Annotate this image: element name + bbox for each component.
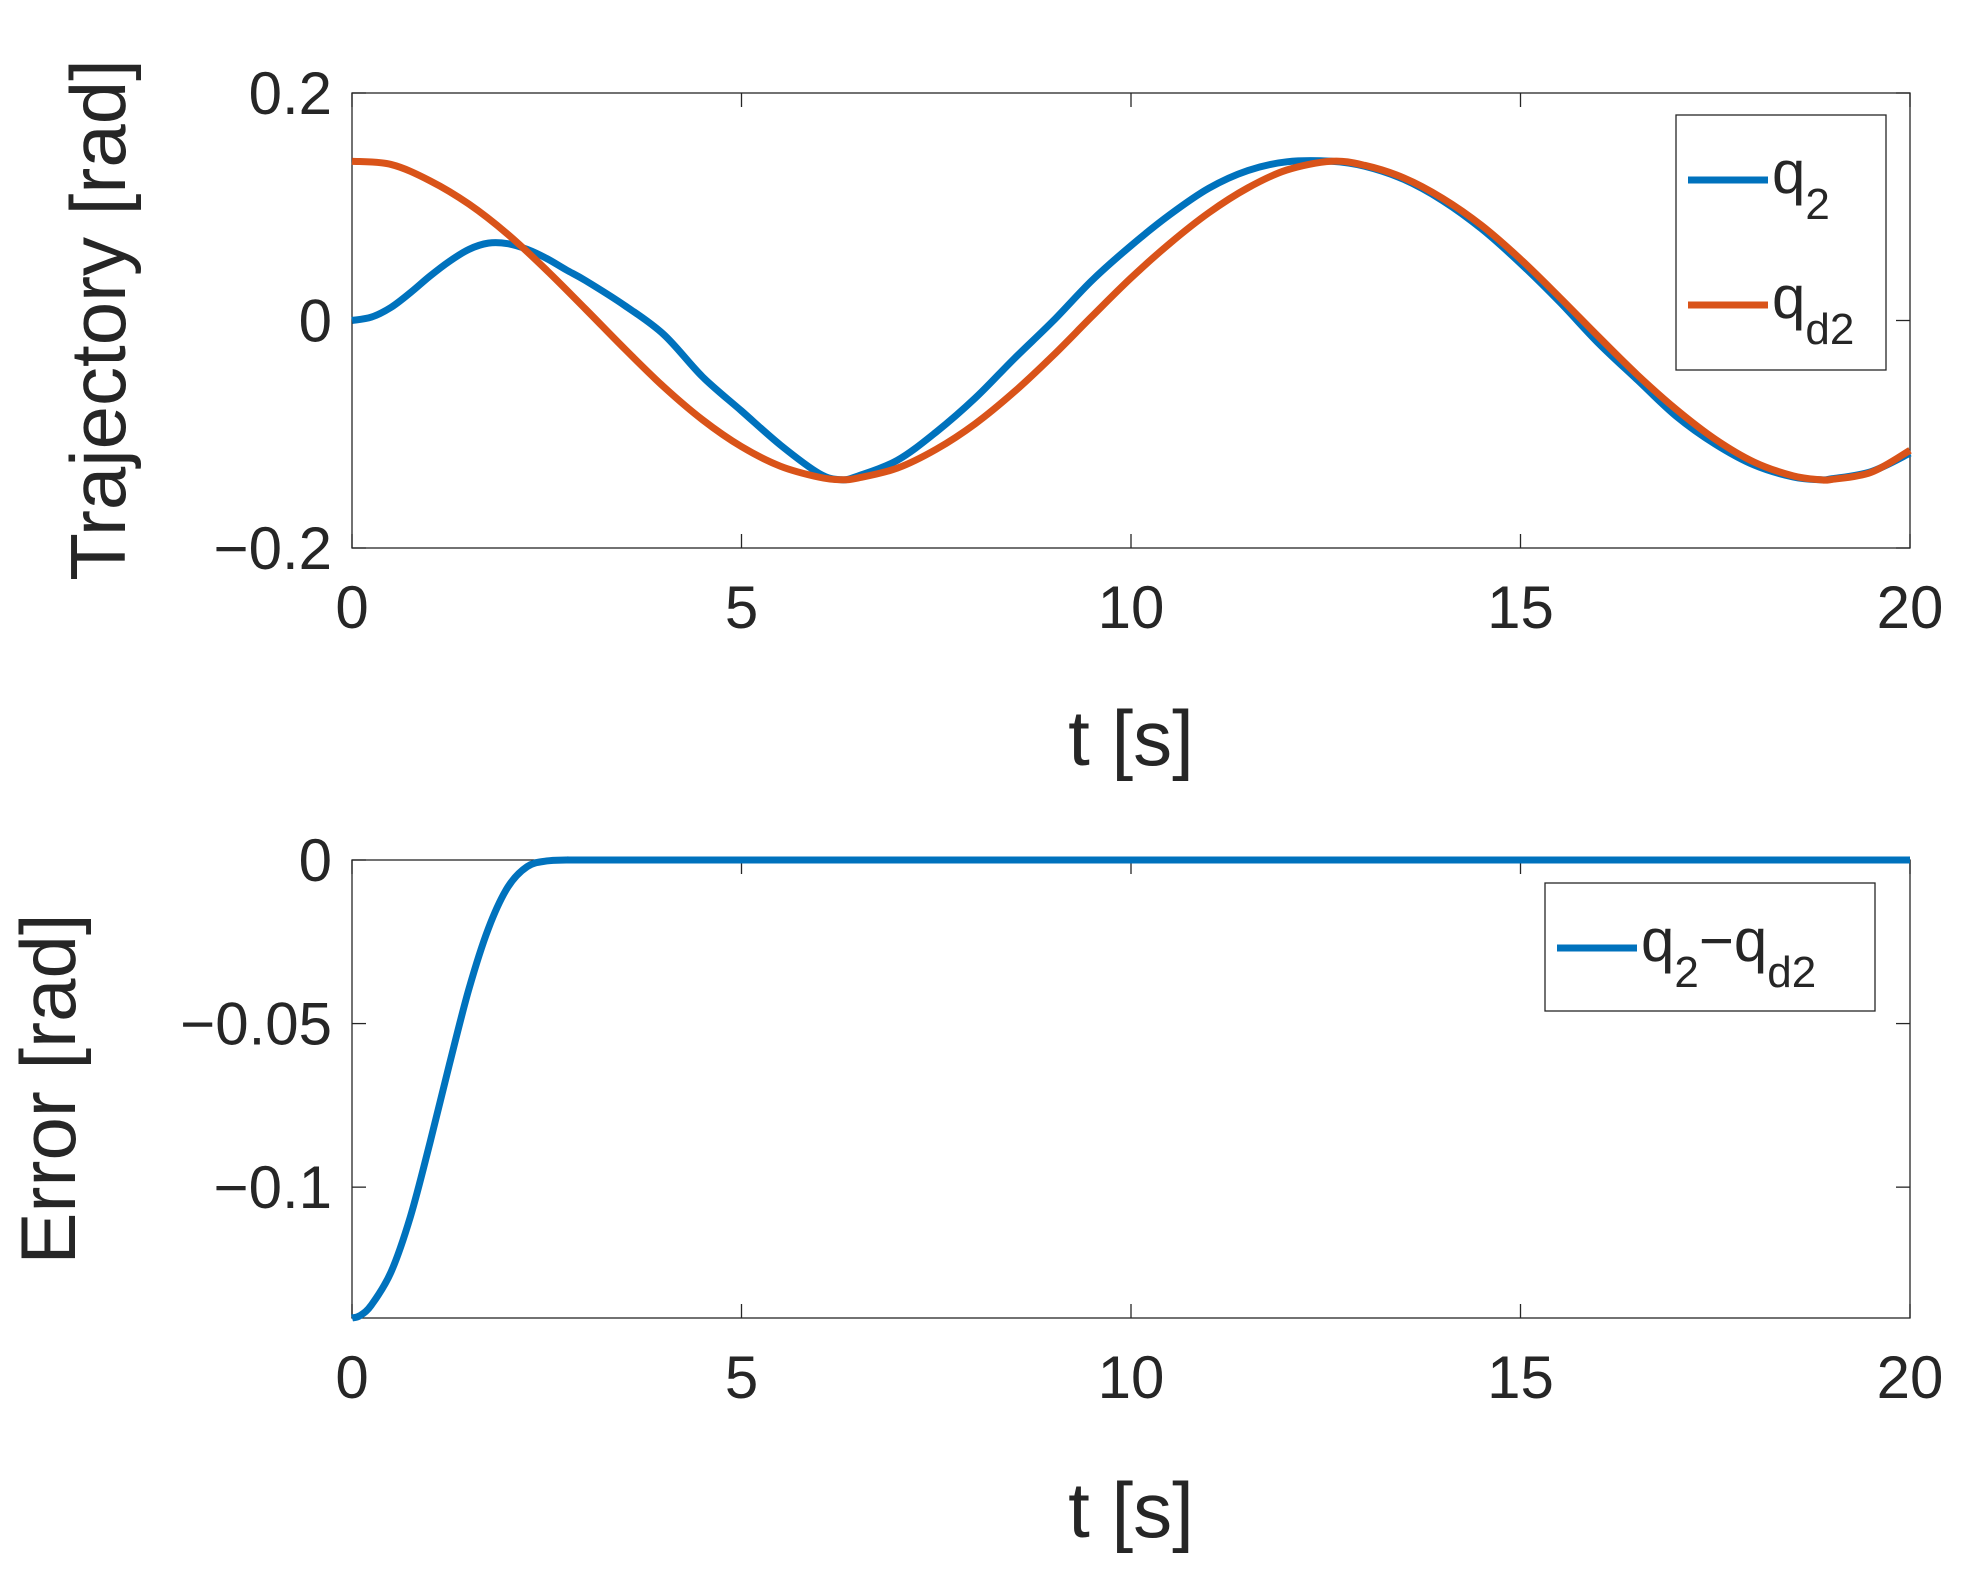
- legend-entry-qd2: qd2: [1772, 264, 1854, 354]
- trajectory-legend: q2 qd2: [1675, 114, 1887, 371]
- trajectory-series-line-d2: [351, 157, 1912, 484]
- legend-entry-q2: q2: [1772, 139, 1830, 229]
- error-x-tick-label: 10: [1098, 1344, 1165, 1411]
- trajectory-ticks: 0 5 10 15 200.20−0.2: [214, 60, 1944, 641]
- trajectory-x-tick-label: 10: [1098, 574, 1165, 641]
- trajectory-x-tick-label: 5: [725, 574, 758, 641]
- trajectory-x-axis-label: t [s]: [1068, 694, 1194, 782]
- error-x-tick-label: 5: [725, 1344, 758, 1411]
- trajectory-series: [351, 157, 1912, 484]
- error-x-tick-label: 15: [1487, 1344, 1554, 1411]
- error-x-axis-label: t [s]: [1068, 1466, 1194, 1554]
- error-x-tick-label: 20: [1877, 1344, 1944, 1411]
- trajectory-legend-box: [1675, 114, 1887, 371]
- trajectory-y-axis-label: Trajectory [rad]: [54, 59, 142, 581]
- legend-error-name-part2: −q: [1699, 907, 1767, 974]
- trajectory-plot-area: [351, 92, 1911, 549]
- error-axes: 0 5 10 15 20 0 −0.05 −0.1 t [s] Error [rad] q2−…: [4, 827, 1943, 1554]
- trajectory-x-tick-label: 15: [1487, 574, 1554, 641]
- error-y-tick-label: −0.05: [180, 991, 332, 1058]
- trajectory-series-line-2: [351, 157, 1912, 484]
- trajectory-x-tick-label: 0: [335, 574, 368, 641]
- error-y-axis-label: Error [rad]: [4, 913, 92, 1264]
- trajectory-y-tick-label: 0: [299, 288, 332, 355]
- legend-error-subscript: 2: [1674, 948, 1698, 997]
- legend-error-name: q: [1641, 907, 1674, 974]
- error-x-tick-label: 0: [335, 1344, 368, 1411]
- legend-entry-error: q2−qd2: [1641, 907, 1816, 997]
- trajectory-y-tick-label: −0.2: [214, 515, 332, 582]
- error-series-line-2: [351, 856, 1910, 1322]
- trajectory-x-tick-label: 20: [1877, 574, 1944, 641]
- error-ticks: 0 5 10 15 20 0 −0.05 −0.1: [180, 827, 1943, 1411]
- error-y-tick-label: 0: [299, 827, 332, 894]
- error-series: [351, 856, 1910, 1322]
- legend-q2-name: q: [1772, 139, 1805, 206]
- error-legend: q2−qd2: [1544, 882, 1876, 1012]
- legend-qd2-name: q: [1772, 264, 1805, 331]
- legend-error-subscript2: d2: [1767, 948, 1816, 997]
- trajectory-axes: 0 5 10 15 200.20−0.2 t [s] Trajectory [rad] …: [54, 59, 1943, 782]
- trajectory-y-tick-label: 0.2: [249, 60, 332, 127]
- legend-q2-subscript: 2: [1805, 180, 1829, 229]
- legend-qd2-subscript: d2: [1805, 305, 1854, 354]
- error-y-tick-label: −0.1: [214, 1154, 332, 1221]
